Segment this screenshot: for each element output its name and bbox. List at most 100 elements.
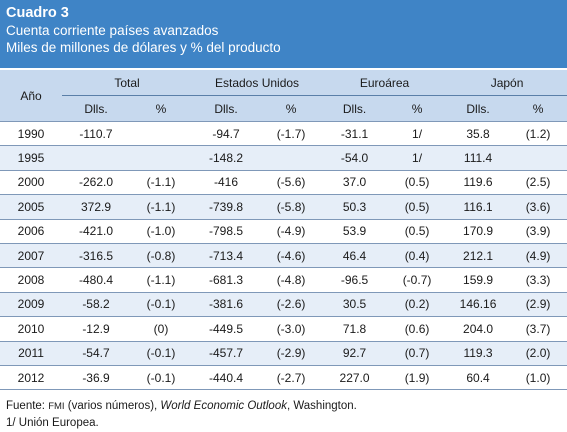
row-year-cell: 2005: [0, 194, 62, 220]
table-row: 1990 -110.7 -94.7 (-1.7) -31.1 1/35.8 (1.2): [0, 120, 567, 146]
pct-cell: (2.9): [509, 291, 567, 317]
group-header-total: Total: [62, 70, 193, 96]
dlls-cell: -480.4: [62, 267, 130, 293]
dlls-cell: -54.0: [322, 145, 388, 171]
current-account-table: Año Total Estados Unidos Euroárea Japón …: [0, 70, 567, 391]
dlls-cell: 204.0: [447, 316, 510, 342]
table-footer: Fuente: FMI (varios números), World Econ…: [6, 398, 357, 432]
dlls-cell: -440.4: [192, 364, 261, 391]
table-row: 2008 -480.4 (-1.1) -681.3 (-4.8) -96.5 (-0.7) 1…: [0, 267, 567, 293]
row-year-cell: 2010: [0, 316, 62, 342]
pct-cell: [509, 145, 567, 171]
pct-cell: (-0.1): [130, 291, 193, 317]
pct-cell: (1.9): [387, 364, 448, 391]
source-suffix: , Washington.: [286, 400, 357, 412]
row-year-cell: 2011: [0, 340, 62, 366]
table-row: 2010 -12.9 (0) -449.5 (-3.0) 71.8 (0.6) 204.0 (3…: [0, 316, 567, 342]
pct-cell: (0.2): [387, 291, 448, 317]
dlls-cell: -31.1: [322, 120, 388, 146]
dlls-cell: -381.6: [192, 291, 261, 317]
pct-cell: (-5.8): [260, 194, 323, 220]
pct-cell: (-5.6): [260, 169, 323, 195]
table-row: 2012 -36.9 (-0.1) -440.4 (-2.7) 227.0 (1.9) 60.…: [0, 364, 567, 391]
table-row: 1995 -148.2 -54.0 1/111.4: [0, 145, 567, 171]
source-mid: (varios números),: [64, 400, 161, 412]
dlls-cell: 71.8: [322, 316, 388, 342]
pct-cell: (3.9): [509, 218, 567, 244]
table-subtitle: Cuenta corriente países avanzados: [6, 23, 219, 38]
dlls-cell: 35.8: [447, 120, 510, 146]
table-row: 2011 -54.7 (-0.1) -457.7 (-2.9) 92.7 (0.7) 119.…: [0, 340, 567, 366]
pct-cell: (0.5): [387, 218, 448, 244]
dlls-cell: -739.8: [192, 194, 261, 220]
row-year-cell: 2006: [0, 218, 62, 244]
table-row: 2007 -316.5 (-0.8) -713.4 (-4.6) 46.4 (0.4) 212…: [0, 242, 567, 268]
pct-cell: (-0.1): [130, 340, 193, 366]
dlls-cell: 30.5: [322, 291, 388, 317]
group-header-euroarea: Euroárea: [322, 70, 448, 96]
pct-cell: (3.7): [509, 316, 567, 342]
header-row-groups: Año Total Estados Unidos Euroárea Japón: [0, 70, 567, 122]
dlls-cell: 159.9: [447, 267, 510, 293]
dlls-cell: 50.3: [322, 194, 388, 220]
pct-cell: (3.6): [509, 194, 567, 220]
pct-cell: (-2.9): [260, 340, 323, 366]
subheader-dlls: Dlls.: [62, 95, 130, 122]
dlls-cell: 92.7: [322, 340, 388, 366]
pct-cell: (-4.6): [260, 242, 323, 268]
row-year-cell: 1995: [0, 145, 62, 171]
subheader-dlls: Dlls.: [192, 95, 261, 122]
source-prefix: Fuente:: [6, 400, 49, 412]
table-row: 2009 -58.2 (-0.1) -381.6 (-2.6) 30.5 (0.2) 146.…: [0, 291, 567, 317]
pct-cell: (0.4): [387, 242, 448, 268]
dlls-cell: 227.0: [322, 364, 388, 391]
subheader-pct: %: [130, 95, 193, 122]
dlls-cell: -262.0: [62, 169, 130, 195]
pct-cell: (-0.1): [130, 364, 193, 391]
dlls-cell: 372.9: [62, 194, 130, 220]
table-title: Cuadro 3: [6, 5, 69, 21]
pct-cell: [130, 145, 193, 171]
pct-cell: (-1.1): [130, 169, 193, 195]
pct-cell: (0.7): [387, 340, 448, 366]
pct-cell: (1.2): [509, 120, 567, 146]
pct-cell: (-4.9): [260, 218, 323, 244]
pct-cell: (1.0): [509, 364, 567, 391]
row-year-cell: 1990: [0, 120, 62, 146]
table-title-banner: Cuadro 3 Cuenta corriente países avanzad…: [0, 0, 567, 68]
dlls-cell: -36.9: [62, 364, 130, 391]
pct-cell: [260, 145, 323, 171]
year-header: Año: [0, 70, 62, 122]
row-year-cell: 2012: [0, 364, 62, 391]
source-note: Fuente: FMI (varios números), World Econ…: [6, 398, 357, 415]
footnote: 1/ Unión Europea.: [6, 417, 99, 429]
dlls-cell: -681.3: [192, 267, 261, 293]
dlls-cell: 60.4: [447, 364, 510, 391]
dlls-cell: 170.9: [447, 218, 510, 244]
dlls-cell: 146.16: [447, 291, 510, 317]
dlls-cell: -12.9: [62, 316, 130, 342]
table-units: Miles de millones de dólares y % del pro…: [6, 40, 281, 55]
dlls-cell: -798.5: [192, 218, 261, 244]
dlls-cell: -148.2: [192, 145, 261, 171]
pct-cell: (-3.0): [260, 316, 323, 342]
subheader-dlls: Dlls.: [322, 95, 388, 122]
pct-cell: (-1.7): [260, 120, 323, 146]
table-row: 2000 -262.0 (-1.1) -416 (-5.6) 37.0 (0.5) 119.6…: [0, 169, 567, 195]
pct-cell: (0.5): [387, 169, 448, 195]
dlls-cell: -58.2: [62, 291, 130, 317]
dlls-cell: 116.1: [447, 194, 510, 220]
row-year-cell: 2007: [0, 242, 62, 268]
source-org: FMI: [48, 401, 65, 412]
dlls-cell: -316.5: [62, 242, 130, 268]
table-body: 1990 -110.7 -94.7 (-1.7) -31.1 1/35.8 (1.2) 199…: [0, 120, 567, 391]
pct-cell: (0.5): [387, 194, 448, 220]
dlls-cell: 53.9: [322, 218, 388, 244]
group-header-estados-unidos: Estados Unidos: [192, 70, 323, 96]
pct-cell: (2.0): [509, 340, 567, 366]
subheader-pct: %: [509, 95, 567, 122]
pct-cell: [130, 120, 193, 146]
pct-cell: (-1.0): [130, 218, 193, 244]
pct-cell: (3.3): [509, 267, 567, 293]
pct-cell: (-0.8): [130, 242, 193, 268]
